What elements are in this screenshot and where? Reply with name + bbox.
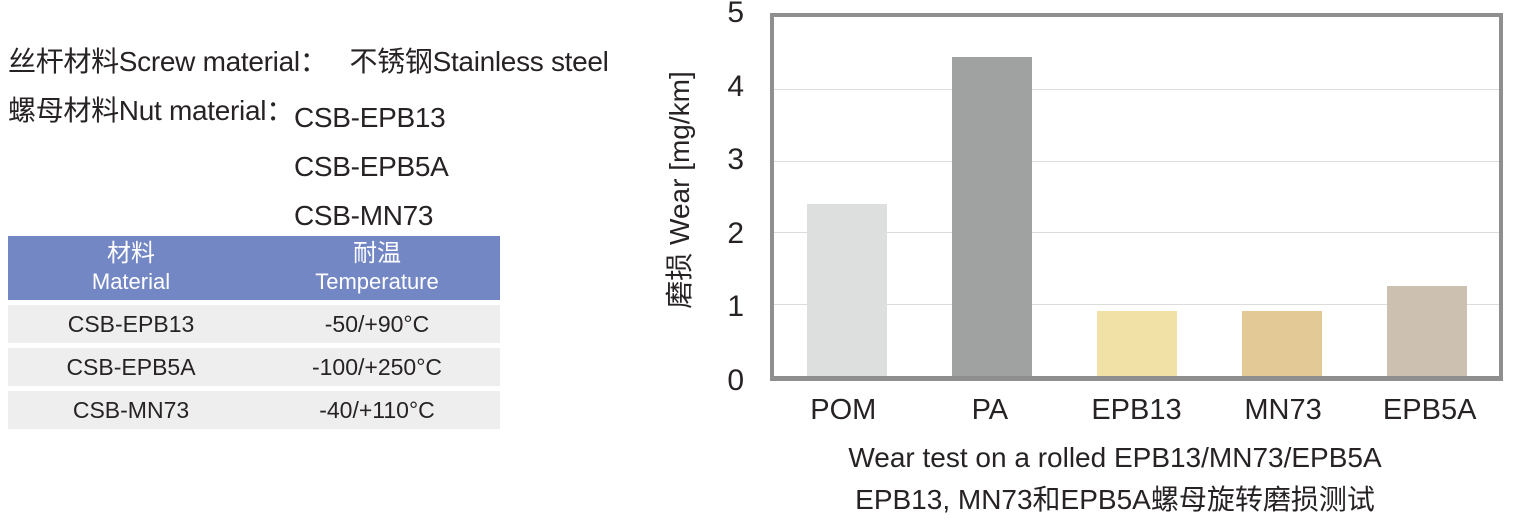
x-label-epb5a: EPB5A [1382,394,1477,426]
nut-material-values: CSB-EPB13 CSB-EPB5A CSB-MN73 [294,93,449,240]
y-tick: 0 [727,364,744,397]
bar-pom [806,203,887,376]
nut-material-item: CSB-EPB13 [294,102,446,133]
nut-material-label: 螺母材料Nut material： [8,95,294,126]
caption-line-en: Wear test on a rolled EPB13/MN73/EPB5A [848,442,1382,473]
material-cell: CSB-EPB13 [67,310,195,337]
nut-material-item: CSB-EPB5A [294,151,449,182]
nut-material-item: CSB-MN73 [294,200,434,231]
x-label-pa: PA [971,394,1009,426]
bar-slot [1064,17,1209,376]
gridline-2 [774,232,1499,234]
bars-container [774,17,1499,376]
table-header: 材料 Material 耐温 Temperature [8,236,500,300]
screw-material-label: 丝杆材料Screw material： [8,46,328,77]
table-row: CSB-EPB13 -50/+90°C [8,305,500,343]
temperature-cell: -50/+90°C [324,310,430,337]
y-tick: 3 [727,143,744,176]
temperature-cell: -40/+110°C [319,396,435,423]
bar-slot [919,17,1064,376]
x-axis-labels: POM PA EPB13 MN73 EPB5A [770,394,1503,427]
x-label-mn73: MN73 [1244,394,1322,426]
table-header-temperature: 耐温 Temperature [315,240,439,294]
screw-material-line: 丝杆材料Screw material： 不锈钢Stainless steel [8,40,609,80]
gridline-1 [774,304,1499,306]
table-row: CSB-MN73 -40/+110°C [8,391,500,429]
bar-slot [1209,17,1354,376]
table-header-material: 材料 Material [91,240,171,294]
temperature-spec-table: 材料 Material 耐温 Temperature CSB-EPB13 -50… [8,236,500,429]
gridline-3 [774,160,1499,162]
bar-slot [1354,17,1499,376]
nut-material-block: 螺母材料Nut material： CSB-EPB13 CSB-EPB5A CS… [8,93,449,240]
screw-material-value: 不锈钢Stainless steel [349,46,609,77]
bar-slot [774,17,919,376]
chart-caption: Wear test on a rolled EPB13/MN73/EPB5A E… [720,437,1510,521]
bar-epb13 [1096,311,1177,376]
bar-epb5a [1386,286,1467,376]
y-tick: 1 [727,290,744,323]
bar-chart-plot-area [770,13,1503,381]
bar-pa [951,56,1032,376]
x-label-pom: POM [810,394,877,426]
table-row: CSB-EPB5A -100/+250°C [8,348,500,386]
y-tick: 2 [727,217,744,250]
bar-mn73 [1241,311,1322,376]
y-tick: 5 [727,0,744,29]
caption-line-zh: EPB13, MN73和EPB5A螺母旋转磨损测试 [855,484,1375,515]
material-cell: CSB-EPB5A [66,353,196,380]
y-tick: 4 [727,70,744,103]
gridline-4 [774,88,1499,90]
x-label-epb13: EPB13 [1091,394,1182,426]
y-axis-ticks: 5 4 3 2 1 0 [690,0,750,420]
temperature-cell: -100/+250°C [311,353,443,380]
material-cell: CSB-MN73 [72,396,190,423]
